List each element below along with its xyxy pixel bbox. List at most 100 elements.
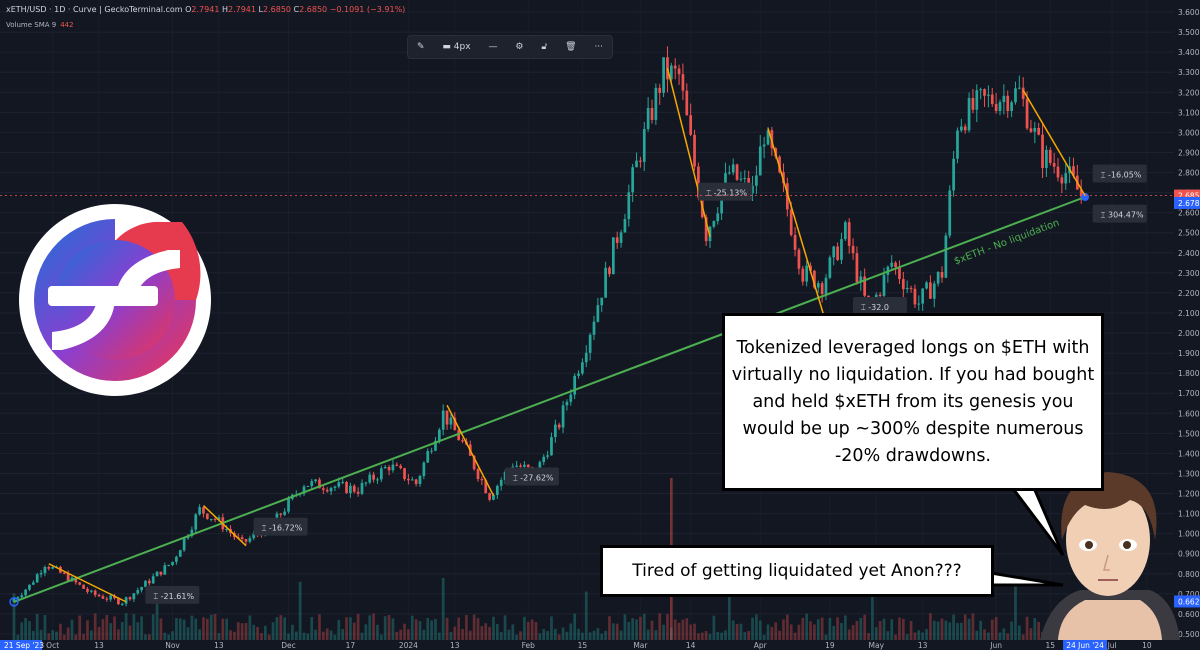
volume-bar [669, 627, 673, 640]
volume-bar [608, 616, 611, 640]
volume-bar [310, 616, 314, 640]
volume-bar [627, 622, 631, 640]
candle-body [407, 479, 410, 481]
volume-bar [685, 618, 689, 640]
line-width-icon[interactable]: ▬ 4px [442, 42, 471, 52]
candle-body [1072, 166, 1075, 176]
time-axis[interactable]: Oct 13 Nov 13 Dec 17 2024 13 Feb 15 Mar 14 Apr 19 May 1… [0, 640, 1200, 650]
volume-bar [178, 618, 182, 640]
volume-bar [990, 619, 994, 640]
candle-body [306, 485, 310, 487]
volume-bar [983, 629, 986, 640]
volume-bar [337, 620, 341, 640]
volume-bar [557, 634, 561, 640]
time-tick-label: May [869, 641, 885, 650]
candle-body [488, 493, 491, 500]
candle-body [86, 588, 89, 592]
candle-body [175, 556, 178, 562]
volume-bar [410, 615, 414, 640]
volume-bar [74, 634, 78, 640]
candle-body [956, 130, 959, 159]
candle-body [205, 513, 209, 519]
candle-body [658, 87, 662, 93]
candle-body [925, 282, 928, 289]
drawdown-line [48, 563, 127, 603]
price-marker-label: 2.6850 [1178, 192, 1200, 201]
volume-bar [1002, 628, 1006, 640]
trash-icon[interactable]: 🗑︎ [565, 42, 577, 52]
speech-bubble-small: Tired of getting liquidated yet Anon??? [600, 545, 994, 597]
volume-bar [120, 621, 124, 640]
candle-body [519, 465, 522, 467]
price-tick-label: 3.5000 [1178, 28, 1200, 37]
candle-body [735, 164, 739, 180]
xeth-logo [19, 204, 211, 396]
gear-icon[interactable]: ⚙ [515, 42, 524, 52]
volume-bar [202, 617, 205, 640]
volume-bar [86, 620, 89, 640]
volume-bar [414, 619, 418, 640]
line-style-icon[interactable]: — [488, 42, 498, 52]
lock-icon[interactable]: 🔓︎ [541, 42, 548, 52]
volume-bar [623, 614, 627, 640]
volume-bar [952, 614, 955, 640]
volume-bar [391, 618, 395, 640]
candle-body [368, 474, 372, 483]
volume-bar [662, 624, 665, 640]
candle-body [171, 561, 174, 565]
volume-bar [673, 619, 677, 640]
candle-body [167, 564, 171, 566]
volume-bar [248, 615, 252, 640]
candle-body [279, 513, 283, 515]
candle-body [159, 571, 163, 575]
drawing-toolbar: ✎ ▬ 4px — ⚙ 🔓︎ 🗑︎ ··· [407, 35, 613, 59]
volume-bar [519, 631, 522, 640]
candle-body [1025, 98, 1029, 129]
candle-body [577, 373, 580, 376]
volume-bar [635, 619, 638, 640]
candle-body [376, 479, 379, 481]
volume-bar [213, 613, 217, 640]
pencil-icon[interactable]: ✎ [416, 42, 425, 52]
candle-body [921, 288, 925, 304]
volume-bar [379, 634, 383, 640]
candle-body [240, 537, 244, 540]
volume-bar [944, 620, 948, 640]
candle-body [310, 481, 314, 486]
volume-bar [298, 581, 302, 640]
volume-bar [1037, 621, 1041, 640]
price-tick-label: 1.1000 [1178, 510, 1200, 519]
volume-bar [364, 624, 368, 640]
candle-body [901, 279, 905, 290]
candle-body [476, 469, 480, 479]
volume-bar [743, 632, 747, 640]
volume-bar [495, 623, 499, 640]
volume-bar [267, 634, 271, 640]
volume-bar [967, 618, 971, 640]
candle-body [178, 550, 182, 557]
more-icon[interactable]: ··· [594, 42, 604, 52]
volume-bar [882, 618, 886, 640]
time-end-marker [1063, 640, 1108, 650]
candle-body [349, 485, 352, 494]
candle-body [851, 245, 855, 254]
time-tick-label: 19 [825, 641, 835, 650]
candle-body [615, 237, 619, 243]
volume-bar [225, 618, 229, 640]
time-tick-label: Mar [633, 641, 648, 650]
volume-bar [1021, 634, 1025, 640]
candle-body [1056, 166, 1060, 178]
candle-body [550, 437, 553, 456]
volume-bar [167, 634, 171, 640]
candle-body [755, 175, 758, 186]
candle-body [345, 482, 348, 494]
price-tick-label: 2.4000 [1178, 249, 1200, 258]
candle-body [387, 466, 391, 471]
drawdown-label: ⌶ -21.61% [153, 592, 194, 601]
volume-bar [530, 619, 534, 640]
volume-bar [874, 627, 878, 640]
volume-bar [368, 615, 372, 640]
price-tick-label: 2.1000 [1178, 309, 1200, 318]
volume-bar [878, 620, 882, 640]
